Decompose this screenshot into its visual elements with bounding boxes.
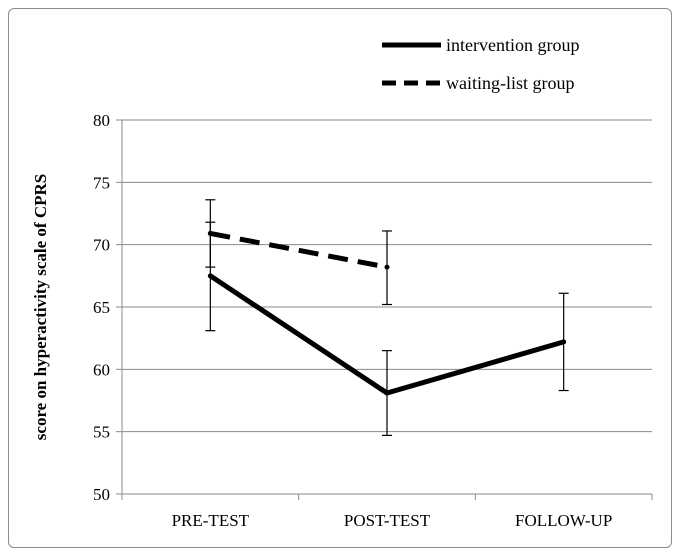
series-lines: [207, 230, 567, 396]
series-line-waiting-list: [209, 230, 388, 270]
y-tick-label: 80: [93, 111, 110, 130]
data-point: [561, 339, 567, 345]
y-tick-label: 70: [93, 236, 110, 255]
data-point: [207, 273, 213, 279]
data-point: [207, 230, 213, 236]
x-tick-label: POST-TEST: [344, 511, 431, 530]
y-axis-ticks: 50 55 60 65 70 75 80: [93, 111, 122, 504]
x-tick-label: FOLLOW-UP: [515, 511, 612, 530]
y-tick-label: 55: [93, 423, 110, 442]
legend-label: waiting-list group: [446, 73, 575, 93]
y-tick-label: 60: [93, 360, 110, 379]
x-axis-ticks: PRE-TEST POST-TEST FOLLOW-UP: [121, 494, 653, 530]
line-chart: 50 55 60 65 70 75 80 PRE-TEST POST-TEST FOLLOW-U…: [31, 35, 653, 530]
y-axis-title: score on hyperactivity scale of CPRS: [31, 174, 50, 440]
y-tick-label: 65: [93, 298, 110, 317]
data-point: [384, 264, 390, 270]
y-tick-label: 50: [93, 485, 110, 504]
legend-label: intervention group: [446, 35, 579, 55]
y-tick-label: 75: [93, 173, 110, 192]
error-bars: [205, 199, 569, 437]
data-point: [384, 390, 390, 396]
legend: intervention group waiting-list group: [382, 35, 579, 93]
x-tick-label: PRE-TEST: [172, 511, 250, 530]
